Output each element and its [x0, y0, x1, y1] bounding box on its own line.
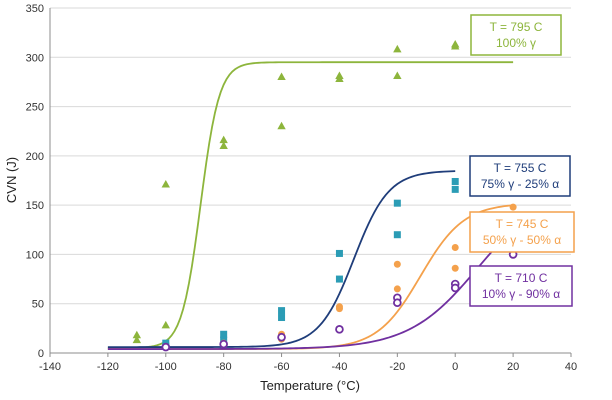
data-point-series-1 [278, 314, 286, 322]
data-point-series-1 [220, 330, 228, 338]
annotation-box-series-3 [469, 265, 573, 307]
axes [49, 8, 571, 354]
annotation-title-series-3: T = 710 C [495, 271, 548, 285]
y-tick-label: 150 [26, 200, 44, 212]
data-point-series-3 [219, 339, 228, 349]
data-point-series-3 [335, 325, 344, 334]
data-point-series-2 [451, 264, 459, 272]
data-point-series-0 [161, 179, 170, 188]
data-point-series-0 [335, 74, 344, 82]
data-point-series-0 [451, 41, 460, 50]
data-point-series-2 [335, 305, 343, 313]
series-annotations: T = 795 C 100% γ T = 755 C 75% γ - 25% α T =… [469, 14, 575, 307]
data-point-series-0 [277, 72, 286, 80]
annotation-sub-series-1: 75% γ - 25% α [481, 177, 559, 191]
x-tick-label: 40 [565, 361, 577, 373]
y-tick-label: 350 [26, 3, 44, 15]
x-tick-label: -120 [97, 361, 119, 373]
annotation-sub-series-2: 50% γ - 50% α [483, 233, 561, 247]
data-point-series-0 [132, 335, 142, 344]
data-point-series-1 [278, 307, 286, 315]
y-tick-label: 300 [26, 52, 44, 64]
x-tick-label: -100 [155, 361, 177, 373]
annotation-box-series-1 [469, 155, 571, 197]
x-tick-label: -80 [216, 361, 232, 373]
x-tick-label: -140 [39, 361, 61, 373]
data-point-series-1 [335, 249, 343, 257]
data-point-series-2 [393, 285, 401, 293]
fit-curve-series-0 [107, 61, 514, 349]
data-point-series-0 [219, 141, 228, 149]
x-tick-label: 20 [507, 361, 519, 373]
x-tick-label: -60 [274, 361, 290, 373]
x-tick-label: -20 [389, 361, 405, 373]
data-point-series-0 [277, 121, 286, 130]
y-tick-label: 50 [32, 299, 44, 311]
annotation-title-series-1: T = 755 C [494, 161, 547, 175]
data-point-series-0 [393, 44, 402, 53]
y-tick-label: 250 [26, 102, 44, 114]
data-point-series-0 [219, 135, 228, 144]
annotation-box-series-2 [469, 211, 575, 253]
data-point-series-2 [451, 244, 459, 252]
data-point-series-1 [393, 231, 401, 239]
y-tick-label: 0 [38, 348, 44, 360]
y-tick-label: 200 [26, 151, 44, 163]
data-point-series-1 [451, 177, 459, 185]
data-point-series-0 [161, 320, 170, 329]
annotation-sub-series-3: 10% γ - 90% α [482, 287, 560, 301]
data-point-series-3 [277, 332, 286, 342]
y-axis-label: CVN (J) [4, 157, 19, 203]
x-axis-label: Temperature (°C) [260, 378, 360, 393]
data-point-series-1 [393, 199, 401, 207]
data-point-series-3 [161, 342, 171, 352]
annotation-box-series-0 [470, 14, 562, 56]
data-point-series-1 [451, 185, 459, 193]
gridlines [50, 7, 571, 305]
data-point-series-0 [132, 330, 142, 339]
data-point-series-3 [450, 283, 460, 293]
x-tick-label: 0 [452, 361, 458, 373]
data-point-series-1 [335, 275, 343, 283]
annotation-sub-series-0: 100% γ [496, 36, 536, 50]
data-points [132, 39, 518, 352]
data-point-series-2 [509, 203, 517, 211]
data-point-series-3 [393, 298, 402, 308]
annotation-title-series-0: T = 795 C [490, 20, 543, 34]
data-point-series-2 [393, 260, 401, 268]
fit-curve-series-3 [107, 228, 514, 350]
data-point-series-0 [393, 71, 402, 80]
annotation-title-series-2: T = 745 C [496, 217, 549, 231]
y-tick-label: 100 [26, 249, 44, 261]
x-tick-label: -40 [331, 361, 347, 373]
